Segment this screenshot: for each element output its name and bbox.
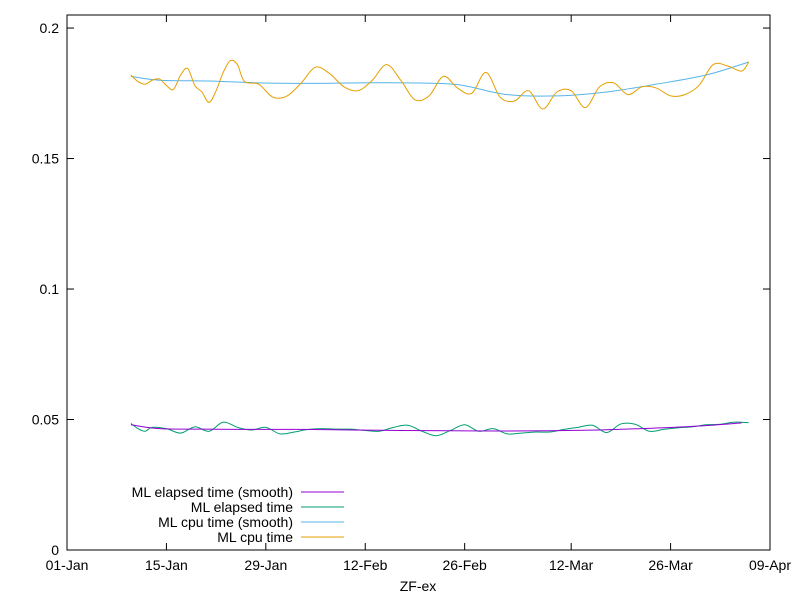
x-tick-label: 01-Jan — [46, 557, 89, 573]
x-tick-label: 12-Mar — [549, 557, 594, 573]
legend-label: ML elapsed time (smooth) — [132, 484, 293, 500]
legend: ML elapsed time (smooth)ML elapsed timeM… — [132, 484, 344, 545]
legend-label: ML cpu time (smooth) — [158, 514, 293, 530]
x-tick-label: 09-Apr — [749, 557, 791, 573]
series-line-2 — [130, 61, 749, 97]
series-line-0 — [130, 422, 742, 432]
y-axis-ticks: 0 0.05 0.1 0.15 0.2 — [32, 20, 770, 558]
x-tick-label: 29-Jan — [244, 557, 287, 573]
x-tick-label: 26-Mar — [648, 557, 693, 573]
series-line-3 — [130, 59, 750, 110]
x-axis-ticks: 01-Jan 15-Jan 29-Jan 12-Feb 26-Feb 12-Mar 26-M… — [46, 15, 791, 573]
y-tick-label: 0.05 — [32, 412, 59, 428]
series-layer — [130, 59, 750, 437]
y-tick-label: 0.1 — [40, 281, 60, 297]
y-tick-label: 0 — [51, 542, 59, 558]
x-tick-label: 12-Feb — [343, 557, 388, 573]
series-line-1 — [130, 421, 749, 437]
x-tick-label: 26-Feb — [442, 557, 487, 573]
plot-frame — [66, 14, 771, 551]
y-tick-label: 0.2 — [40, 20, 60, 36]
y-tick-label: 0.15 — [32, 151, 59, 167]
x-tick-label: 15-Jan — [145, 557, 188, 573]
x-axis-title: ZF-ex — [400, 578, 437, 594]
legend-label: ML elapsed time — [191, 499, 293, 515]
legend-label: ML cpu time — [217, 529, 293, 545]
